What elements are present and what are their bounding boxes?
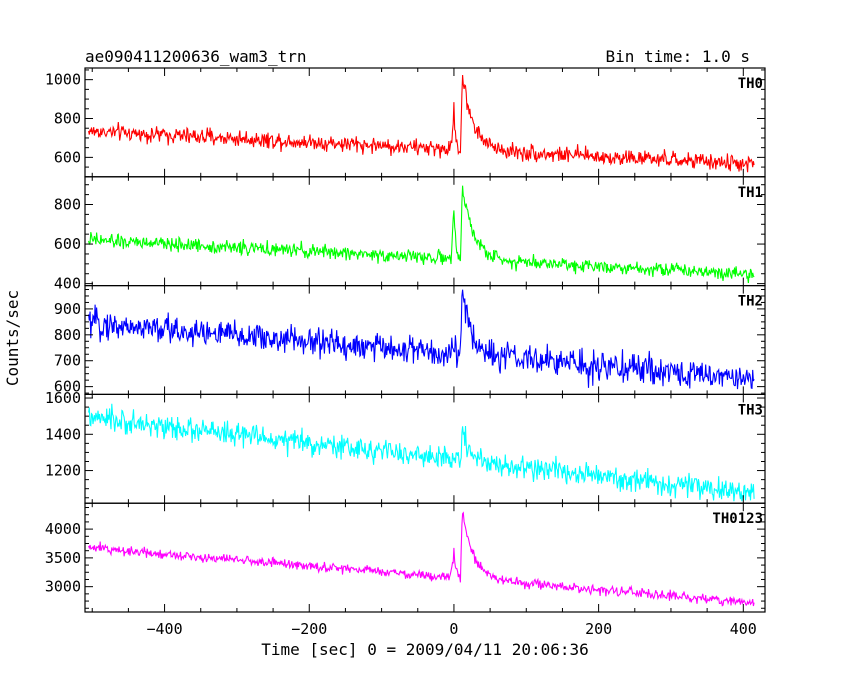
y-tick-label: 800 [54, 326, 81, 344]
panel-th3: 1200 1400 1600 TH3 [45, 389, 766, 504]
x-tick-label: 0 [449, 620, 458, 638]
x-tick-label: 400 [730, 620, 757, 638]
panel-label-th2: TH2 [738, 294, 763, 310]
y-tick-label: 3000 [45, 578, 81, 596]
x-tick-label: −400 [147, 620, 183, 638]
y-tick-label: 3500 [45, 549, 81, 567]
y-tick-label: 1400 [45, 425, 81, 443]
x-tick-label: 200 [585, 620, 612, 638]
y-tick-label: 1600 [45, 389, 81, 407]
y-tick-label: 600 [54, 235, 81, 253]
y-tick-label: 800 [54, 195, 81, 213]
y-tick-label: 700 [54, 352, 81, 370]
bin-time-label: Bin time: 1.0 s [606, 47, 751, 66]
chart-title: ae090411200636_wam3_trn [85, 47, 307, 66]
x-tick-label: −200 [291, 620, 327, 638]
panel-frame [84, 393, 766, 504]
y-tick-label: 900 [54, 300, 81, 318]
y-tick-label: 1000 [45, 71, 81, 89]
y-tick-label: 400 [54, 275, 81, 293]
series-line-th0123 [88, 511, 755, 607]
y-tick-label: 4000 [45, 520, 81, 538]
y-tick-label: 800 [54, 110, 81, 128]
series-line-th1 [88, 185, 755, 284]
series-line-th0 [88, 74, 755, 173]
y-tick-label: 600 [54, 378, 81, 396]
x-axis-label: Time [sec] 0 = 2009/04/11 20:06:36 [261, 640, 589, 659]
panels-group: 600 800 1000 TH0 400 600 800 TH1 600 700 800 900 TH2… [45, 67, 766, 638]
panel-label-th3: TH3 [738, 402, 763, 418]
panel-label-th1: TH1 [738, 185, 763, 201]
y-tick-label: 600 [54, 148, 81, 166]
panel-frame [84, 176, 766, 287]
panel-label-th0: TH0 [738, 76, 763, 92]
y-axis-label: Counts/sec [3, 290, 22, 386]
panel-label-th0123: TH0123 [712, 511, 763, 527]
panel-th1: 400 600 800 TH1 [54, 176, 766, 293]
panel-th0123: 3000 3500 4000 TH0123 [45, 502, 766, 613]
y-tick-label: 1200 [45, 462, 81, 480]
series-line-th2 [88, 289, 755, 390]
panel-th2: 600 700 800 900 TH2 [54, 285, 766, 396]
series-line-th3 [88, 403, 755, 502]
panel-th0: 600 800 1000 TH0 [45, 67, 766, 178]
